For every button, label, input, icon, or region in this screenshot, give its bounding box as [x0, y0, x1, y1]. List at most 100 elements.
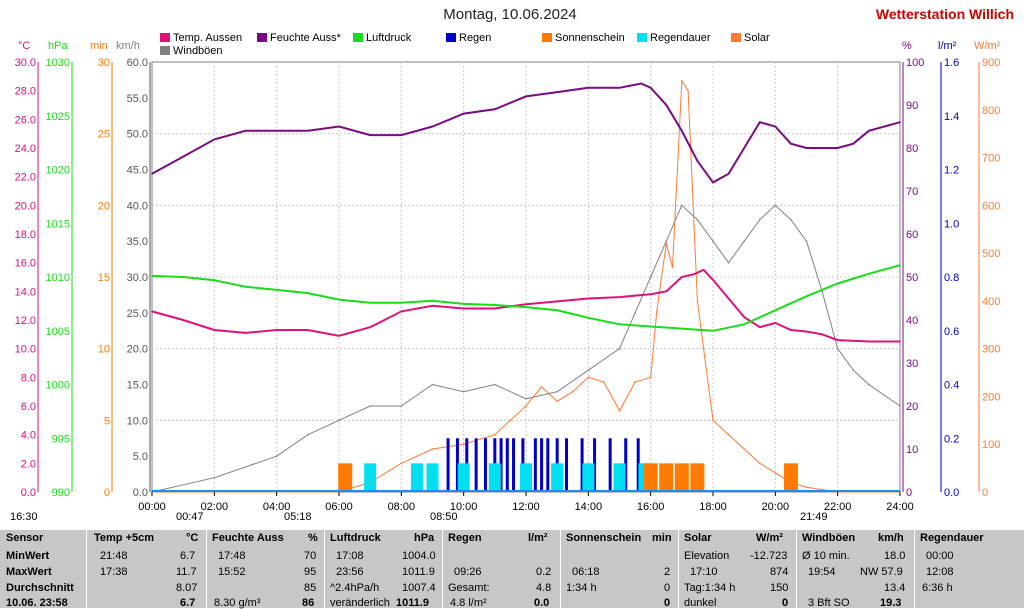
- legend-swatch: [542, 33, 552, 42]
- raindur-time1: 00:00: [926, 550, 954, 562]
- data-point: [805, 147, 808, 149]
- data-point: [805, 295, 808, 298]
- sun-total: 1:34 h: [566, 582, 597, 594]
- gust-avg: 18.0: [884, 550, 906, 562]
- legend-swatch: [637, 33, 647, 42]
- legend-item: Feuchte Auss*: [257, 32, 341, 45]
- y-tick-label: 20.0: [15, 200, 36, 212]
- gust-direction: NW 57.9: [860, 566, 903, 578]
- data-point: [774, 322, 777, 324]
- bar-sonnenschein: [674, 463, 689, 492]
- y-tick-label: 1025: [46, 111, 70, 123]
- rain-total-label: Gesamt:: [448, 582, 490, 594]
- legend-item: Temp. Aussen: [160, 32, 242, 45]
- data-point: [275, 130, 278, 132]
- data-point: [671, 266, 674, 269]
- y-tick-label: 16.0: [15, 258, 36, 270]
- right-axes: 0 10 20 30 40 50 60 70 80 90 100 0.0 0.2 0.4 0.6 0.8 1.0…: [902, 57, 1000, 499]
- y-tick-label: 20: [98, 200, 110, 212]
- data-point: [634, 381, 636, 383]
- unit-wm2: W/m²: [974, 40, 1001, 52]
- data-point: [525, 306, 527, 308]
- data-point: [400, 134, 403, 136]
- y-tick-label: 1010: [46, 272, 70, 284]
- data-point: [338, 298, 340, 301]
- y-tick-label: 20.0: [127, 344, 148, 356]
- bar-regendauer: [582, 463, 595, 492]
- left-axes: 0.0 2.0 4.0 6.0 8.0 10.0 12.0 14.0 16.0 18.0 20.0 2…: [15, 57, 151, 499]
- y-tick-label: 300: [982, 344, 1000, 356]
- hum-abs: 8.30 g/m³: [214, 597, 261, 609]
- y-tick-label: 2.0: [21, 458, 36, 470]
- y-tick-label: 15: [98, 272, 110, 284]
- data-point: [743, 323, 745, 326]
- sun-time: 06:18: [572, 566, 600, 578]
- row-label: 10.06. 23:58: [6, 597, 68, 609]
- y-tick-label: 10: [98, 344, 110, 356]
- bar-regen: [512, 438, 516, 492]
- data-point: [213, 279, 216, 282]
- solar-elevation-label: Elevation: [684, 550, 730, 562]
- data-point: [743, 147, 745, 149]
- bar-regen: [580, 438, 584, 492]
- temp-max-time: 17:38: [100, 566, 128, 578]
- y-tick-label: 0.0: [944, 487, 959, 499]
- y-tick-label: 80: [906, 143, 918, 155]
- y-tick-label: 1000: [46, 380, 70, 392]
- solar-current: 0: [782, 597, 789, 609]
- series-line-temp-aussen: [151, 268, 900, 343]
- data-point: [758, 121, 761, 123]
- bar-regen: [636, 438, 640, 492]
- legend-item: Solar: [731, 32, 770, 45]
- legend-swatch: [160, 33, 170, 42]
- data-point: [805, 330, 808, 333]
- y-tick-label: 600: [982, 200, 1000, 212]
- gust-max-time: 19:54: [808, 566, 836, 578]
- data-point: [836, 339, 839, 341]
- press-avg: 1007.4: [402, 582, 436, 594]
- y-tick-label: 1020: [46, 165, 70, 177]
- y-tick-label: 100: [982, 439, 1000, 451]
- gust-current: 19.3: [880, 597, 902, 609]
- data-point: [665, 290, 668, 293]
- y-tick-label: 0: [982, 487, 988, 499]
- col-header-raindur: Regendauer: [920, 532, 984, 544]
- data-point: [790, 218, 792, 221]
- y-tick-label: 995: [52, 433, 70, 445]
- data-point: [821, 290, 823, 293]
- hum-min: 70: [304, 550, 317, 562]
- y-tick-label: 900: [982, 57, 1000, 69]
- data-point: [525, 95, 527, 98]
- data-point: [400, 310, 403, 313]
- x-axis: 00:00 02:00 04:00 06:00 08:00 10:00 12:00 14:00…: [138, 492, 914, 513]
- data-point: [462, 390, 465, 393]
- y-tick-label: 100: [906, 57, 924, 69]
- unit-lm2: l/m²: [938, 40, 957, 52]
- data-point: [640, 82, 643, 85]
- data-point: [431, 299, 434, 302]
- legend-swatch: [160, 46, 170, 55]
- bar-regen: [505, 438, 509, 492]
- y-tick-label: 1015: [46, 218, 70, 230]
- data-point: [696, 160, 699, 162]
- col-header-rain: Regen: [448, 532, 482, 544]
- y-tick-label: 70: [906, 186, 918, 198]
- rain-time: 09:26: [454, 566, 482, 578]
- bar-regendauer: [551, 463, 564, 492]
- solar-day: 150: [770, 582, 789, 594]
- data-point: [494, 108, 496, 111]
- data-point: [556, 309, 558, 312]
- data-point: [618, 347, 621, 350]
- data-point: [556, 390, 558, 393]
- y-tick-label: 50: [906, 272, 918, 284]
- hum-max-time: 15:52: [218, 566, 246, 578]
- bar-regendauer: [410, 463, 423, 492]
- data-point: [836, 282, 839, 285]
- y-tick-label: 0.8: [944, 272, 959, 284]
- data-point: [681, 327, 683, 330]
- data-point: [681, 130, 683, 132]
- data-point: [712, 329, 714, 332]
- y-tick-label: 10: [906, 444, 918, 456]
- weather-chart: 0.0 2.0 4.0 6.0 8.0 10.0 12.0 14.0 16.0 18.0 20.0 2…: [15, 57, 1001, 513]
- row-label: MinWert: [6, 550, 50, 562]
